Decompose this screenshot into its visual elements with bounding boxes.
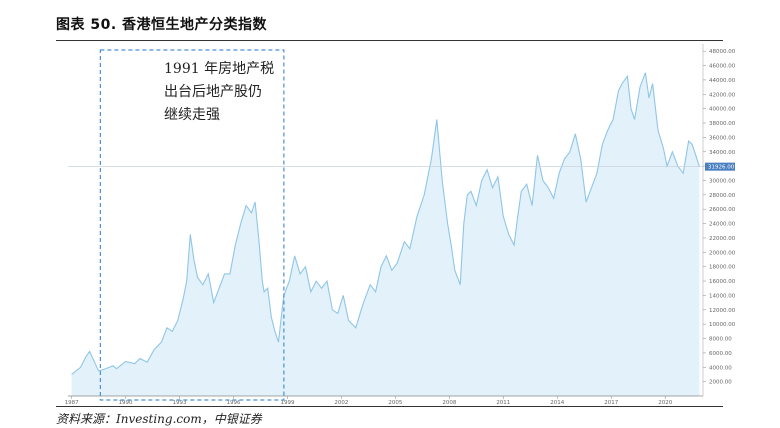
index-area-fill <box>71 72 700 396</box>
annotation-line-2: 出台后地产股仍 <box>164 84 262 100</box>
y-tick-label: 14000.00 <box>709 293 736 299</box>
x-tick-label: 2008 <box>442 400 456 406</box>
y-tick-label: 44000.00 <box>709 78 736 84</box>
y-tick-label: 4000.00 <box>709 365 732 371</box>
title-rule <box>56 40 723 41</box>
x-tick-label: 2017 <box>604 400 618 406</box>
y-tick-label: 40000.00 <box>709 107 736 113</box>
y-tick-label: 22000.00 <box>709 236 736 242</box>
y-tick-label: 34000.00 <box>709 150 736 156</box>
last-value-label: 31926.00 <box>708 165 735 171</box>
y-tick-label: 18000.00 <box>709 265 736 271</box>
y-tick-label: 36000.00 <box>709 135 736 141</box>
y-tick-label: 42000.00 <box>709 92 736 98</box>
y-tick-label: 46000.00 <box>709 64 736 70</box>
x-tick-label: 2005 <box>388 400 402 406</box>
x-tick-label: 2011 <box>496 400 510 406</box>
x-tick-label: 1993 <box>173 400 187 406</box>
y-tick-label: 28000.00 <box>709 193 736 199</box>
figure-title: 图表 50. 香港恒生地产分类指数 <box>56 17 268 33</box>
x-tick-label: 2014 <box>550 400 564 406</box>
y-tick-label: 10000.00 <box>709 322 736 328</box>
x-tick-label: 1990 <box>119 400 133 406</box>
y-tick-label: 38000.00 <box>709 121 736 127</box>
x-tick-label: 1999 <box>280 400 294 406</box>
index-series-line <box>71 72 700 375</box>
x-tick-label: 1996 <box>226 400 240 406</box>
y-tick-label: 2000.00 <box>709 380 732 386</box>
annotation-line-3: 继续走强 <box>164 107 220 123</box>
y-tick-label: 24000.00 <box>709 222 736 228</box>
y-tick-label: 12000.00 <box>709 308 736 314</box>
y-tick-label: 6000.00 <box>709 351 732 357</box>
last-value-marker <box>705 162 735 171</box>
y-tick-label: 48000.00 <box>709 49 736 55</box>
y-tick-label: 16000.00 <box>709 279 736 285</box>
y-tick-label: 30000.00 <box>709 178 736 184</box>
annotation-text: 1991 年房地产税 出台后地产股仍 继续走强 <box>164 58 274 127</box>
x-tick-label: 1987 <box>65 400 79 406</box>
y-tick-label: 20000.00 <box>709 250 736 256</box>
source-rule <box>56 406 723 407</box>
y-tick-label: 26000.00 <box>709 207 736 213</box>
x-tick-label: 2020 <box>658 400 672 406</box>
highlight-period-box <box>99 49 285 401</box>
source-note: 资料来源：Investing.com，中银证券 <box>56 412 262 426</box>
y-tick-label: 8000.00 <box>709 337 732 343</box>
x-tick-label: 2002 <box>334 400 348 406</box>
annotation-line-1: 1991 年房地产税 <box>164 61 275 77</box>
